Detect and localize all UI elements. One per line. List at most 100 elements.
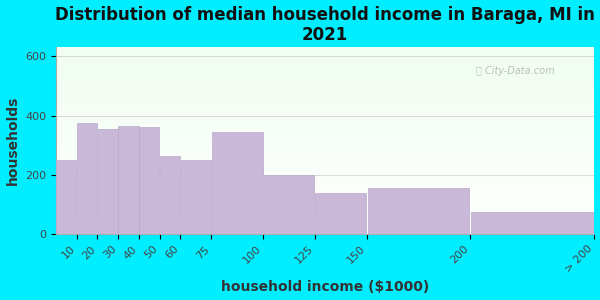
Bar xyxy=(56,127,595,128)
Bar xyxy=(56,57,595,58)
Bar xyxy=(56,142,595,143)
Bar xyxy=(56,220,595,221)
Bar xyxy=(56,56,595,57)
Bar xyxy=(56,137,595,138)
Bar xyxy=(56,204,595,205)
Bar xyxy=(56,232,595,233)
Bar xyxy=(56,160,76,234)
Bar xyxy=(56,77,595,78)
Bar xyxy=(56,100,595,101)
Bar xyxy=(56,67,595,68)
Bar xyxy=(56,85,595,86)
Bar xyxy=(56,160,595,161)
Bar xyxy=(56,199,595,200)
Bar xyxy=(56,135,595,136)
Bar xyxy=(56,55,595,56)
Bar xyxy=(56,68,595,69)
Text: ⓘ City-Data.com: ⓘ City-Data.com xyxy=(476,66,554,76)
Bar xyxy=(56,108,595,109)
Bar xyxy=(56,85,595,86)
Bar xyxy=(56,98,595,99)
Bar xyxy=(56,138,595,139)
Bar xyxy=(56,233,595,234)
Bar xyxy=(56,97,595,98)
Bar xyxy=(56,73,595,74)
Bar xyxy=(56,72,595,73)
Bar xyxy=(56,64,595,65)
Bar xyxy=(56,173,595,174)
Bar xyxy=(56,203,595,204)
Bar xyxy=(56,200,595,201)
Bar xyxy=(56,151,595,152)
Bar xyxy=(56,112,595,113)
Bar xyxy=(56,65,595,66)
Bar xyxy=(56,50,595,51)
Y-axis label: households: households xyxy=(5,96,20,185)
Bar xyxy=(160,155,180,234)
Bar xyxy=(56,206,595,207)
Bar xyxy=(56,78,595,79)
Bar xyxy=(118,126,139,234)
Bar xyxy=(56,54,595,55)
Bar xyxy=(56,88,595,89)
Bar xyxy=(56,91,595,92)
Bar xyxy=(56,170,595,171)
Bar xyxy=(98,129,118,234)
Bar xyxy=(56,224,595,225)
Bar xyxy=(56,216,595,217)
Bar xyxy=(212,132,263,234)
Bar xyxy=(56,147,595,148)
Bar xyxy=(56,49,595,50)
Bar xyxy=(56,126,595,127)
Bar xyxy=(56,134,595,135)
Bar xyxy=(56,141,595,142)
Bar xyxy=(56,181,595,182)
Bar xyxy=(56,131,595,132)
Bar xyxy=(56,228,595,229)
Bar xyxy=(56,59,595,60)
Bar xyxy=(56,190,595,191)
Bar xyxy=(56,165,595,166)
Bar xyxy=(56,96,595,97)
Bar xyxy=(56,191,595,192)
Bar xyxy=(56,118,595,119)
Bar xyxy=(56,100,595,101)
Bar xyxy=(56,169,595,170)
Bar xyxy=(472,212,593,234)
Bar xyxy=(56,164,595,165)
Bar xyxy=(56,171,595,172)
Bar xyxy=(56,155,595,156)
Bar xyxy=(56,186,595,187)
Bar xyxy=(56,192,595,193)
Bar xyxy=(56,76,595,77)
Bar xyxy=(56,89,595,90)
Bar xyxy=(139,128,160,234)
Bar xyxy=(56,179,595,180)
Bar xyxy=(56,227,595,228)
Bar xyxy=(56,197,595,198)
Bar xyxy=(56,146,595,147)
Bar xyxy=(56,187,595,188)
Bar xyxy=(56,132,595,133)
X-axis label: household income ($1000): household income ($1000) xyxy=(221,280,430,294)
Bar xyxy=(56,212,595,213)
Bar xyxy=(56,92,595,93)
Bar xyxy=(56,153,595,154)
Bar xyxy=(56,168,595,169)
Bar xyxy=(56,122,595,123)
Bar xyxy=(56,109,595,110)
Bar xyxy=(56,115,595,116)
Bar xyxy=(56,167,595,168)
Bar xyxy=(56,161,595,162)
Bar xyxy=(56,154,595,155)
Bar xyxy=(56,208,595,209)
Bar xyxy=(56,222,595,223)
Bar xyxy=(56,124,595,125)
Bar xyxy=(56,159,595,160)
Bar xyxy=(56,176,595,177)
Bar xyxy=(56,80,595,81)
Bar xyxy=(56,71,595,72)
Bar xyxy=(56,84,595,85)
Bar xyxy=(56,95,595,96)
Bar xyxy=(56,63,595,64)
